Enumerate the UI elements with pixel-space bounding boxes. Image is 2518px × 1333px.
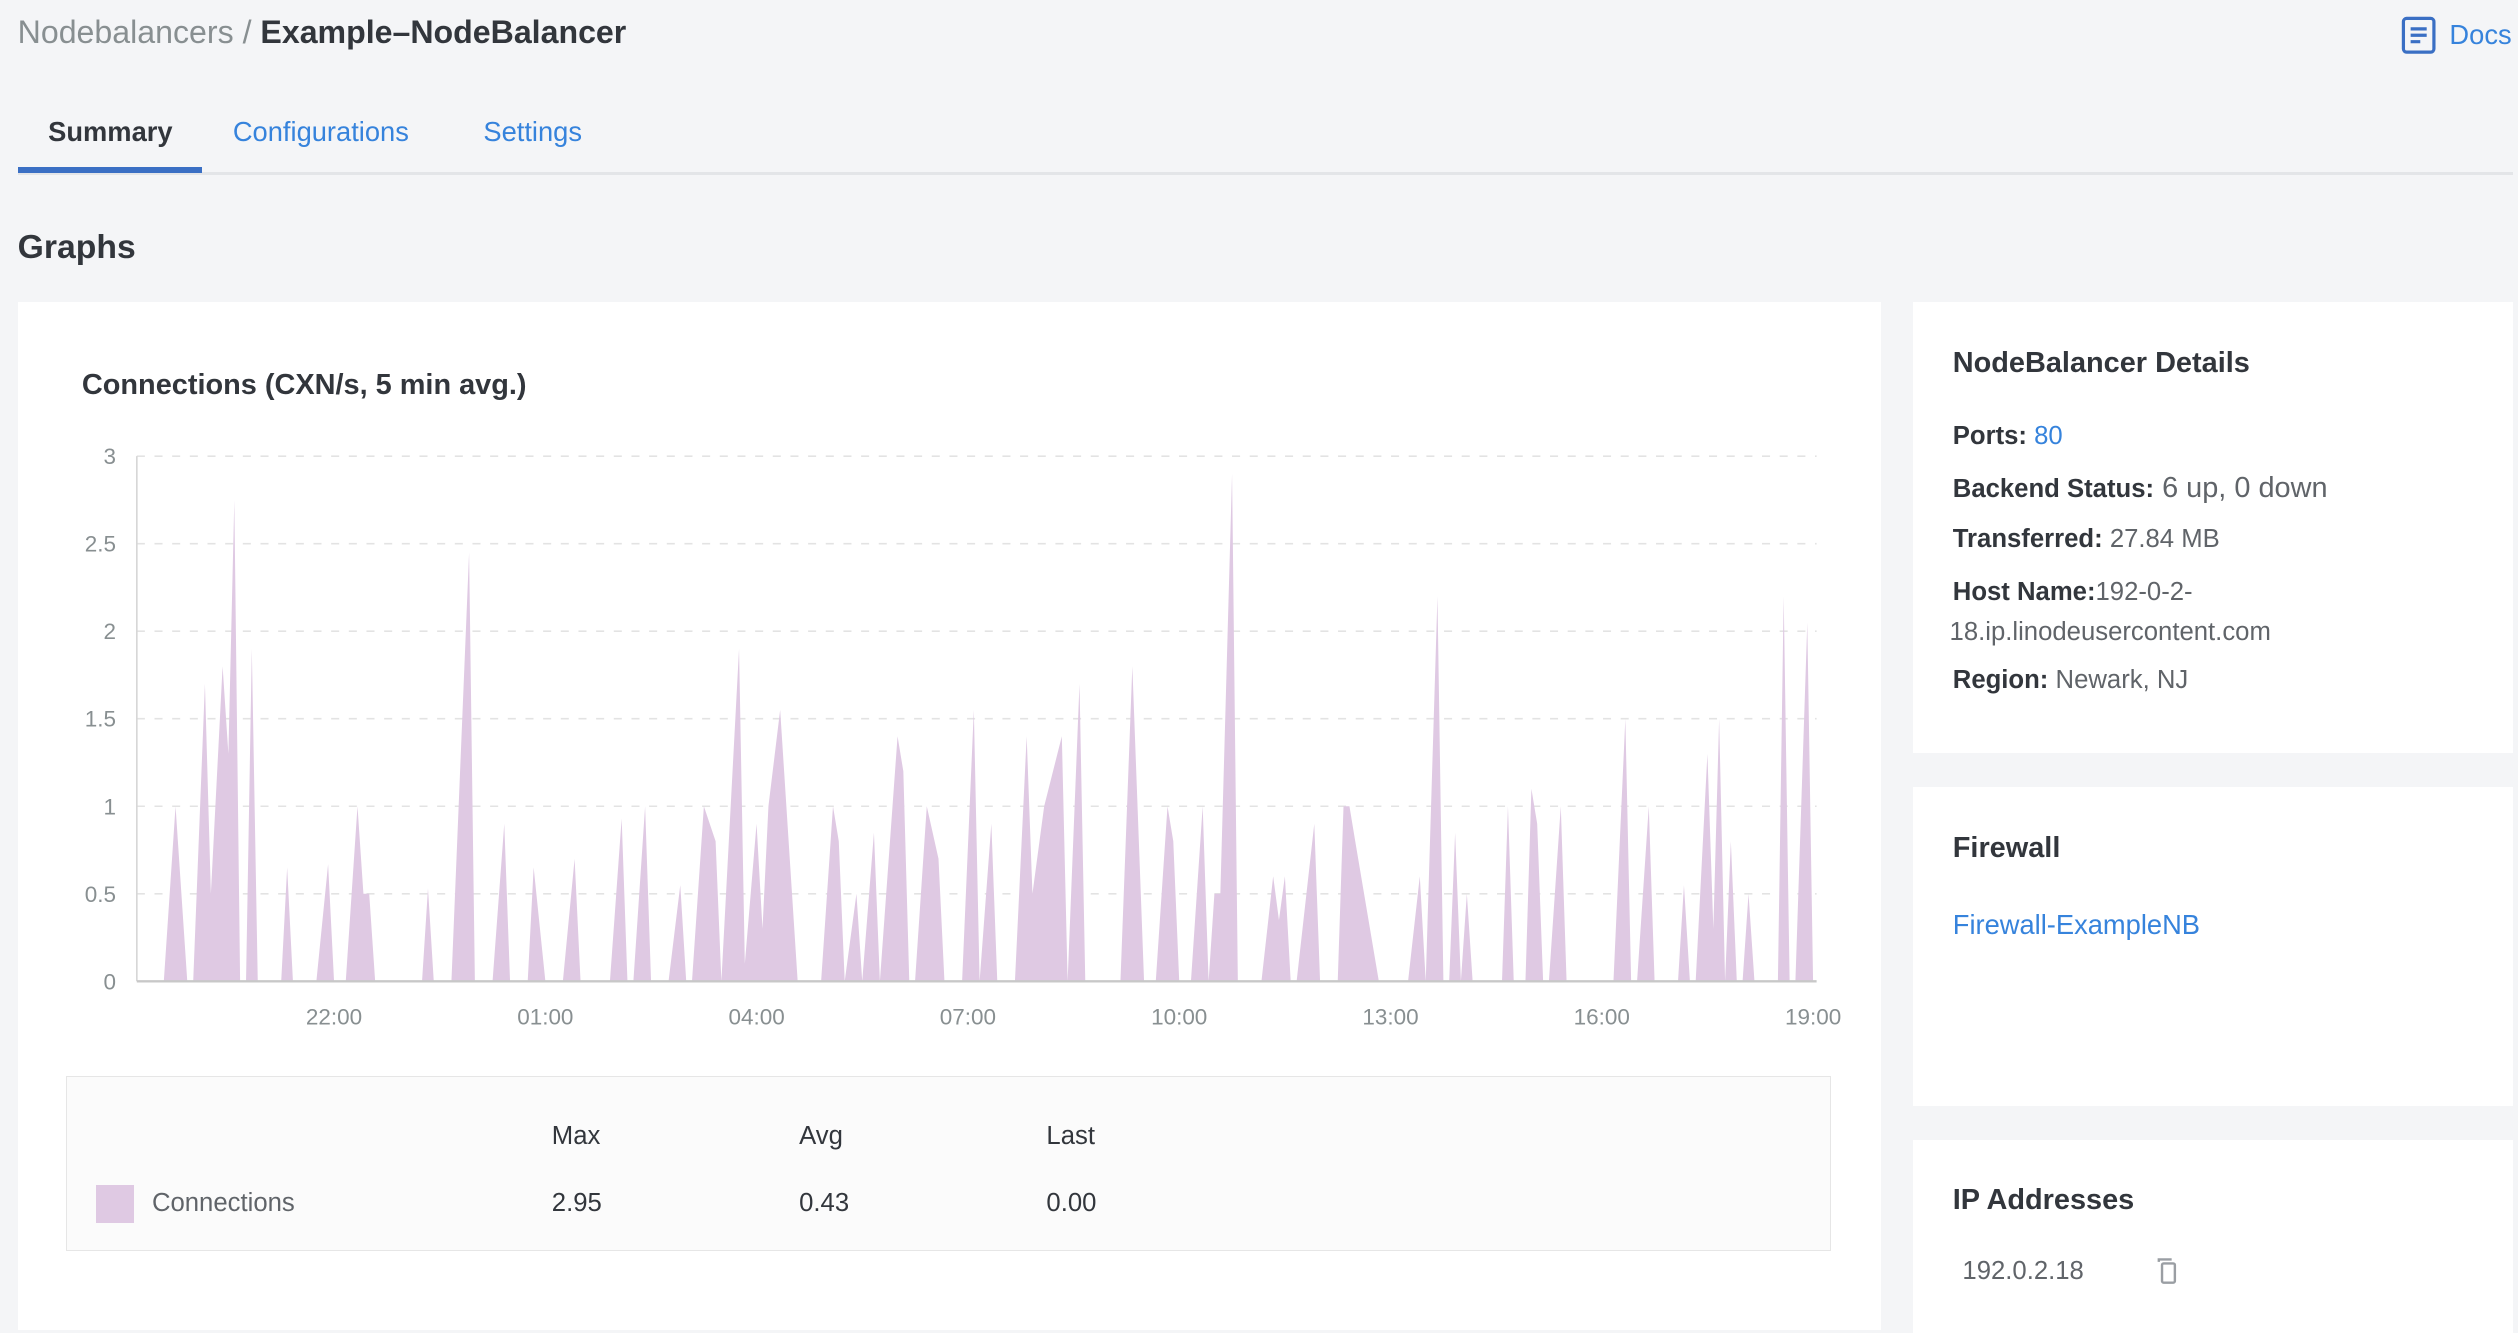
legend-last-value: 0.00 (1046, 1189, 1097, 1218)
transferred-row: Transferred: 27.84 MB (1953, 525, 2220, 554)
ip-addresses-card: IP Addresses 192.0.2.18 (1912, 1140, 2514, 1333)
nodebalancer-details-card: NodeBalancer Details Ports: 80 Backend S… (1912, 301, 2514, 754)
y-tick-label: 1.5 (84, 707, 115, 732)
y-tick-label: 2.5 (84, 532, 115, 557)
ip-addresses-title: IP Addresses (1952, 1183, 2135, 1216)
chart-title: Connections (CXN/s, 5 min avg.) (81, 369, 527, 402)
legend-header-max: Max (551, 1121, 601, 1150)
breadcrumb-separator: / (233, 14, 261, 51)
y-tick-label: 1 (103, 794, 116, 819)
page-title: Example–NodeBalancer (260, 14, 627, 51)
x-tick-label: 04:00 (728, 1005, 784, 1030)
host-name-label: Host Name: (1952, 578, 2096, 607)
firewall-title: Firewall (1952, 831, 2061, 864)
tab-summary[interactable]: Summary (48, 115, 173, 147)
y-tick-label: 2 (103, 619, 116, 644)
ports-link[interactable]: 80 (2034, 422, 2063, 451)
y-tick-label: 0 (103, 969, 116, 994)
docs-label: Docs (2449, 19, 2512, 51)
breadcrumb-parent-link[interactable]: Nodebalancers (17, 14, 234, 51)
tab-settings[interactable]: Settings (483, 115, 582, 147)
backend-status-row: Backend Status: 6 up, 0 down (1953, 472, 2328, 505)
legend-series-name[interactable]: Connections (151, 1189, 295, 1218)
y-tick-label: 3 (103, 444, 116, 469)
y-tick-label: 0.5 (84, 882, 115, 907)
copy-icon[interactable] (2154, 1257, 2180, 1286)
x-tick-label: 07:00 (939, 1005, 995, 1030)
host-name-row: Host Name:192-0-2- (1953, 578, 2193, 607)
details-title: NodeBalancer Details (1952, 346, 2250, 379)
legend-swatch-connections[interactable] (95, 1184, 135, 1224)
section-title: Graphs (17, 228, 136, 267)
ports-label: Ports: (1952, 422, 2027, 451)
breadcrumb: Nodebalancers / Example–NodeBalancer (18, 14, 627, 51)
series-area-connections (163, 473, 1813, 982)
legend-header-avg: Avg (799, 1121, 843, 1150)
firewall-card: Firewall Firewall-ExampleNB (1912, 786, 2514, 1107)
ip-address: 192.0.2.18 (1962, 1257, 2084, 1286)
connections-chart-card: Connections (CXN/s, 5 min avg.) 0 0.5 1 1.5… (17, 301, 1881, 1330)
region-label: Region: (1952, 666, 2049, 695)
x-tick-label: 10:00 (1151, 1005, 1207, 1030)
x-tick-label: 16:00 (1573, 1005, 1629, 1030)
region-value: Newark, NJ (2055, 666, 2189, 695)
connections-chart: 0 0.5 1 1.5 2 2.5 3 22:00 01:00 04:00 07:00 10:00 13… (84, 444, 1841, 1030)
tab-configurations[interactable]: Configurations (232, 115, 409, 147)
x-tick-label: 19:00 (1785, 1005, 1841, 1030)
backend-status-value: 6 up, 0 down (2162, 472, 2328, 505)
active-tab-indicator (17, 167, 203, 174)
legend-header-last: Last (1046, 1121, 1095, 1150)
x-tick-label: 13:00 (1362, 1005, 1418, 1030)
legend-max-value: 2.95 (551, 1189, 602, 1218)
transferred-label: Transferred: (1952, 525, 2103, 554)
firewall-link[interactable]: Firewall-ExampleNB (1952, 908, 2201, 940)
region-row: Region: Newark, NJ (1953, 666, 2189, 695)
host-name-value-line1: 192-0-2- (2095, 578, 2193, 607)
backend-status-label: Backend Status: (1952, 475, 2155, 504)
x-tick-label: 01:00 (517, 1005, 573, 1030)
legend-avg-value: 0.43 (799, 1189, 850, 1218)
x-tick-label: 22:00 (306, 1005, 362, 1030)
transferred-value: 27.84 MB (2109, 525, 2220, 554)
docs-link[interactable]: Docs (2401, 16, 2512, 55)
docs-icon (2402, 16, 2436, 54)
ports-row: Ports: 80 (1953, 422, 2063, 451)
tab-bar: Summary Configurations Settings (17, 96, 2514, 175)
host-name-value-line2: 18.ip.linodeusercontent.com (1949, 618, 2271, 647)
chart-legend-table: Max Avg Last Connections 2.95 0.43 0.00 (65, 1075, 1832, 1252)
